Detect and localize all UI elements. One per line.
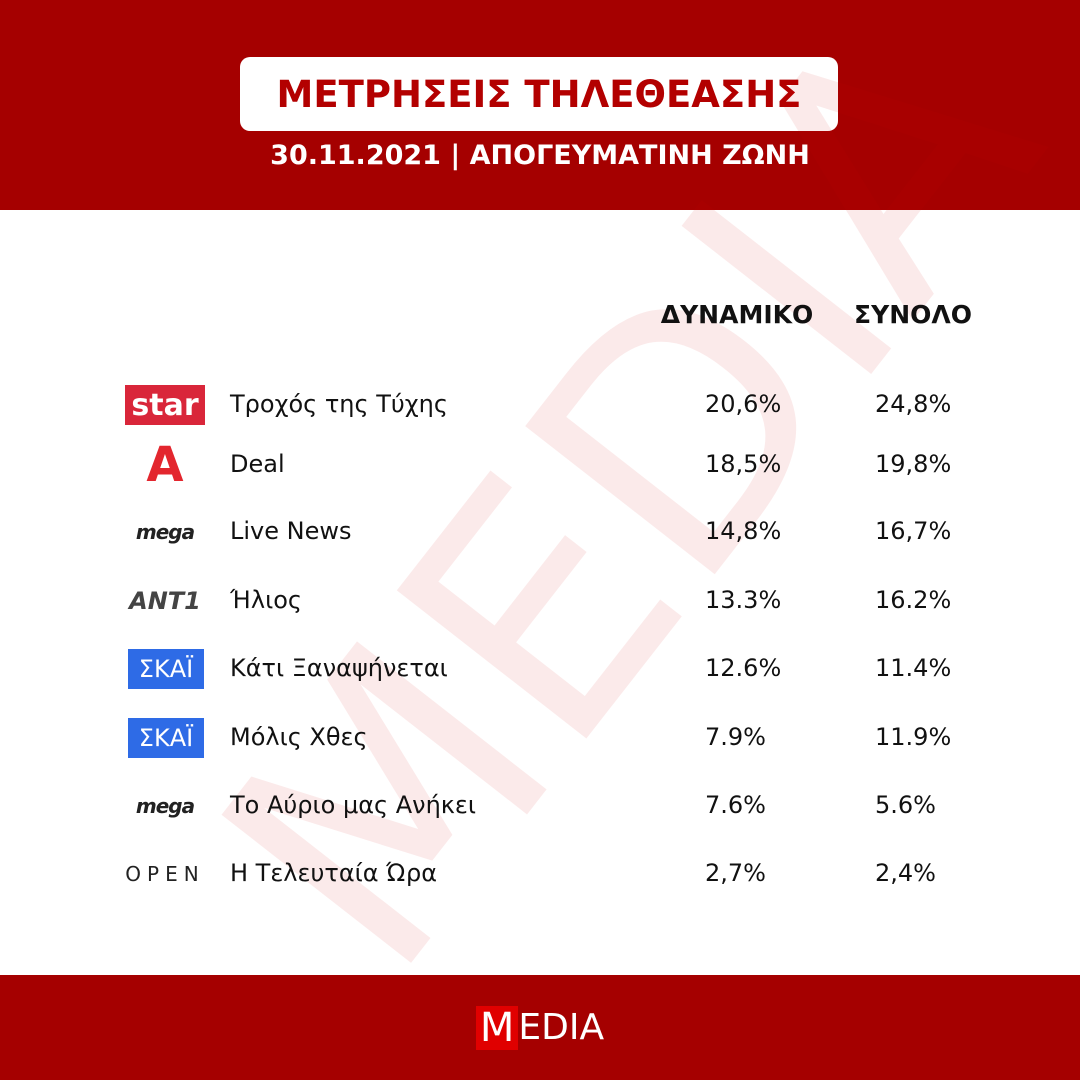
- value-cell: 7.9%: [705, 723, 766, 751]
- value-cell: 20,6%: [705, 390, 782, 418]
- channel-logo: mega: [135, 794, 195, 818]
- channel-logo: ANT1: [129, 587, 201, 615]
- column-header: ΣΥΝΟΛΟ: [854, 300, 972, 329]
- footer-logo-rest: EDIA: [518, 1007, 605, 1048]
- value-cell: 11.9%: [875, 723, 952, 751]
- channel-logo: ΣΚΑΪ: [128, 649, 204, 689]
- value-cell: 19,8%: [875, 450, 952, 478]
- value-cell: 2,7%: [705, 859, 766, 887]
- header-band: ΜΕΤΡΗΣΕΙΣ ΤΗΛΕΘΕΑΣΗΣ 30.11.2021 | ΑΠΟΓΕΥ…: [0, 0, 1080, 210]
- table-row: ΣΚΑΪ Κάτι Ξαναψήνεται 12.6% 11.4%: [0, 644, 1080, 694]
- value-cell: 2,4%: [875, 859, 936, 887]
- value-cell: 18,5%: [705, 450, 782, 478]
- show-name: Deal: [230, 450, 285, 478]
- value-cell: 7.6%: [705, 791, 766, 819]
- table-row: mega Live News 14,8% 16,7%: [0, 507, 1080, 557]
- value-cell: 16.2%: [875, 586, 952, 614]
- channel-logo: ΣΚΑΪ: [128, 718, 204, 758]
- channel-logo: star: [125, 385, 205, 425]
- show-name: Ήλιος: [230, 586, 302, 614]
- show-name: Live News: [230, 517, 352, 545]
- channel-logo: Α: [146, 437, 184, 493]
- title: ΜΕΤΡΗΣΕΙΣ ΤΗΛΕΘΕΑΣΗΣ: [240, 57, 838, 131]
- value-cell: 14,8%: [705, 517, 782, 545]
- table-row: ΣΚΑΪ Μόλις Χθες 7.9% 11.9%: [0, 713, 1080, 763]
- column-header: ΔΥΝΑΜΙΚΟ: [660, 300, 814, 329]
- channel-logo: mega: [135, 520, 195, 544]
- table-row: ANT1 Ήλιος 13.3% 16.2%: [0, 576, 1080, 626]
- value-cell: 16,7%: [875, 517, 952, 545]
- value-cell: 13.3%: [705, 586, 782, 614]
- table-row: Α Deal 18,5% 19,8%: [0, 437, 1080, 493]
- channel-logo: OPEN: [125, 862, 205, 886]
- footer-logo-initial: M: [475, 1005, 519, 1050]
- value-cell: 12.6%: [705, 654, 782, 682]
- value-cell: 24,8%: [875, 390, 952, 418]
- show-name: Τροχός της Τύχης: [230, 390, 448, 418]
- table-row: mega Το Αύριο μας Ανήκει 7.6% 5.6%: [0, 781, 1080, 831]
- show-name: Μόλις Χθες: [230, 723, 368, 751]
- table-row: star Τροχός της Τύχης 20,6% 24,8%: [0, 380, 1080, 430]
- footer: M EDIA: [0, 975, 1080, 1080]
- show-name: Κάτι Ξαναψήνεται: [230, 654, 448, 682]
- subtitle: 30.11.2021 | ΑΠΟΓΕΥΜΑΤΙΝΗ ΖΩΝΗ: [270, 140, 810, 171]
- value-cell: 11.4%: [875, 654, 952, 682]
- value-cell: 5.6%: [875, 791, 936, 819]
- table-row: OPEN Η Τελευταία Ώρα 2,7% 2,4%: [0, 849, 1080, 899]
- show-name: Η Τελευταία Ώρα: [230, 859, 438, 887]
- show-name: Το Αύριο μας Ανήκει: [230, 791, 477, 819]
